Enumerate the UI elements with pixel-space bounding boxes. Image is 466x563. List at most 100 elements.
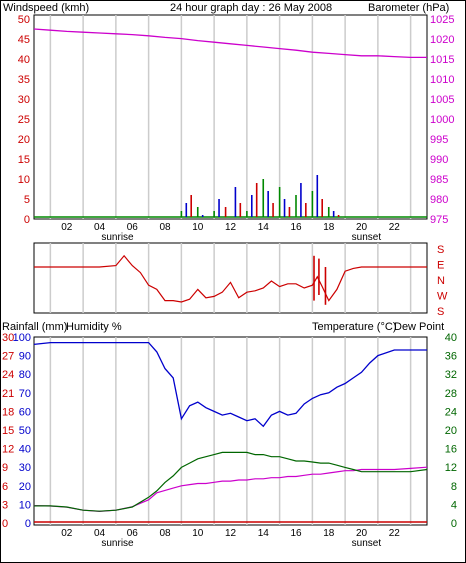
hour-tick-label: 10 xyxy=(192,222,204,233)
hour-tick-label: 22 xyxy=(389,528,401,539)
rain-tick-label: 6 xyxy=(2,481,8,493)
temperature-tick-label: 32 xyxy=(445,369,457,381)
humidity-tick-label: 50 xyxy=(19,425,31,437)
humidity-tick-label: 80 xyxy=(19,369,31,381)
chart-title: 24 hour graph day : 26 May 2008 xyxy=(170,2,332,14)
rain-tick-label: 27 xyxy=(2,351,14,363)
direction-tick-label: S xyxy=(437,244,444,256)
temperature-tick-label: 12 xyxy=(445,462,457,474)
rainfall-axis-label: Rainfall (mm) xyxy=(2,321,67,333)
wind-tick-label: 5 xyxy=(24,194,30,206)
humidity-tick-label: 70 xyxy=(19,388,31,400)
humidity-line xyxy=(33,341,427,428)
wind-tick-label: 0 xyxy=(24,214,30,226)
wind-tick-label: 30 xyxy=(18,94,30,106)
direction-tick-label: N xyxy=(437,275,445,287)
temperature-tick-label: 20 xyxy=(445,425,457,437)
direction-tick-label: E xyxy=(437,260,444,272)
temperature-tick-label: 0 xyxy=(451,518,457,530)
direction-tick-label: W xyxy=(437,291,448,303)
hour-tick-label: 20 xyxy=(356,222,368,233)
sunset-label: sunset xyxy=(352,232,382,243)
barometer-line xyxy=(33,28,427,59)
hour-tick-label: 02 xyxy=(61,222,73,233)
hour-tick-label: 04 xyxy=(94,528,106,539)
humidity-tick-label: 0 xyxy=(25,518,31,530)
humidity-tick-label: 40 xyxy=(19,444,31,456)
hour-tick-label: 18 xyxy=(323,528,335,539)
rain-tick-label: 18 xyxy=(2,406,14,418)
humidity-tick-label: 10 xyxy=(19,499,31,511)
baro-tick-label: 1015 xyxy=(430,54,454,66)
rain-humidity-temp-panel: 0102030405060708090100036912151821242730… xyxy=(2,332,457,549)
direction-tick-label: S xyxy=(437,306,444,318)
hour-tick-label: 12 xyxy=(225,222,237,233)
hour-tick-label: 08 xyxy=(159,222,171,233)
temperature-axis-label: Temperature (°C) xyxy=(312,321,396,333)
wind-tick-label: 25 xyxy=(18,114,30,126)
wind-direction-line xyxy=(34,254,427,303)
hour-tick-label: 20 xyxy=(356,528,368,539)
rain-tick-label: 24 xyxy=(2,369,14,381)
wind-tick-label: 40 xyxy=(18,54,30,66)
baro-tick-label: 1005 xyxy=(430,94,454,106)
baro-tick-label: 1020 xyxy=(430,34,454,46)
sunset-label: sunset xyxy=(352,538,382,549)
hour-tick-label: 16 xyxy=(290,528,302,539)
hour-tick-label: 04 xyxy=(94,222,106,233)
humidity-tick-label: 60 xyxy=(19,406,31,418)
direction-plot-area xyxy=(33,242,428,314)
hour-tick-label: 02 xyxy=(61,528,73,539)
sunrise-label: sunrise xyxy=(101,538,134,549)
plot-area xyxy=(33,14,428,220)
hour-tick-label: 10 xyxy=(192,528,204,539)
baro-tick-label: 995 xyxy=(430,134,448,146)
baro-tick-label: 975 xyxy=(430,214,448,226)
wind-tick-label: 35 xyxy=(18,74,30,86)
wind-tick-label: 20 xyxy=(18,134,30,146)
hour-tick-label: 08 xyxy=(159,528,171,539)
humidity-tick-label: 20 xyxy=(19,481,31,493)
dewpoint-axis-label: Dew Point xyxy=(394,321,444,333)
temperature-tick-label: 24 xyxy=(445,406,457,418)
baro-tick-label: 980 xyxy=(430,194,448,206)
rain-tick-label: 21 xyxy=(2,388,14,400)
baro-tick-label: 1000 xyxy=(430,114,454,126)
rain-tick-label: 30 xyxy=(2,332,14,344)
rain-tick-label: 15 xyxy=(2,425,14,437)
sunrise-label: sunrise xyxy=(101,232,134,243)
wind-baro-panel: 0510152025303540455097598098599099510001… xyxy=(18,14,455,243)
humidity-tick-label: 90 xyxy=(19,351,31,363)
rain-tick-label: 9 xyxy=(2,462,8,474)
hour-tick-label: 14 xyxy=(258,528,270,539)
rain-tick-label: 12 xyxy=(2,444,14,456)
hour-tick-label: 12 xyxy=(225,528,237,539)
temperature-line xyxy=(34,451,428,512)
wind-tick-label: 45 xyxy=(18,34,30,46)
humidity-tick-label: 100 xyxy=(13,332,31,344)
climate-plot-area xyxy=(33,336,428,526)
baro-tick-label: 1025 xyxy=(430,14,454,26)
hour-tick-label: 18 xyxy=(323,222,335,233)
humidity-tick-label: 30 xyxy=(19,462,31,474)
temperature-tick-label: 16 xyxy=(445,444,457,456)
wind-axis-label: Windspeed (kmh) xyxy=(3,2,89,14)
hour-tick-label: 14 xyxy=(258,222,270,233)
temperature-tick-label: 36 xyxy=(445,351,457,363)
hour-tick-label: 16 xyxy=(290,222,302,233)
temperature-tick-label: 40 xyxy=(445,332,457,344)
temperature-tick-label: 4 xyxy=(451,499,457,511)
baro-axis-label: Barometer (hPa) xyxy=(368,2,449,14)
temperature-tick-label: 8 xyxy=(451,481,457,493)
temperature-tick-label: 28 xyxy=(445,388,457,400)
wind-tick-label: 10 xyxy=(18,174,30,186)
baro-tick-label: 1010 xyxy=(430,74,454,86)
wind-tick-label: 15 xyxy=(18,154,30,166)
wind-tick-label: 50 xyxy=(18,14,30,26)
humidity-axis-label: Humidity % xyxy=(66,321,122,333)
baro-tick-label: 990 xyxy=(430,154,448,166)
rain-tick-label: 3 xyxy=(2,499,8,511)
rain-tick-label: 0 xyxy=(2,518,8,530)
